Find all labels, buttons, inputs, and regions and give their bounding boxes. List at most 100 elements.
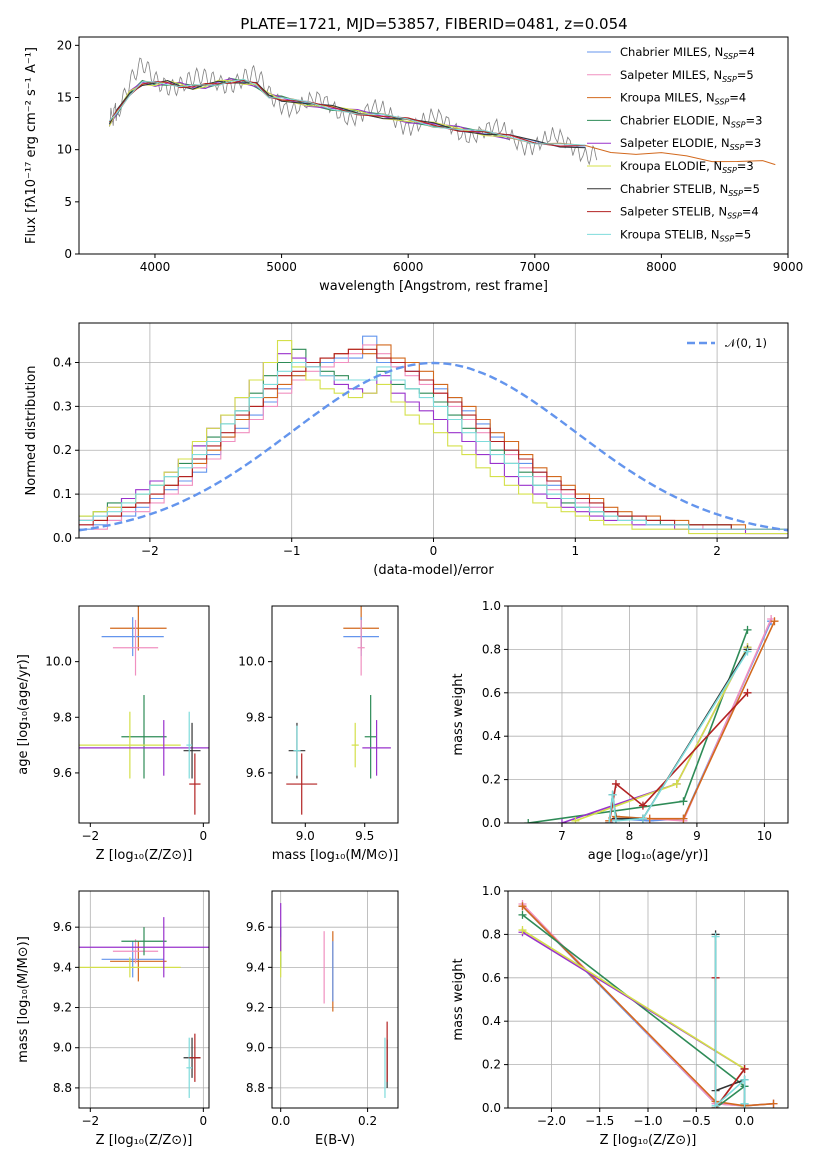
errorbar-point-0 [110,941,167,982]
weight-marker [740,1099,749,1108]
errorbar-point-2 [357,619,365,676]
errorbar-point-2 [112,619,159,676]
legend-label: Kroupa ELODIE, NSSP=3 [620,159,754,175]
x-tick-label: −1 [283,544,301,558]
panel-massweight_vs_age: 7 8 9 10 0.0 0.2 0.4 0.6 0.8 1.0 age [log₁₀(age/yr… [451,599,789,863]
y-tick-label: 1.0 [482,884,501,898]
y-tick-label: 8.8 [246,1081,265,1095]
errorbar-point-5 [362,720,391,776]
axes-frame [78,36,789,255]
panel-mass_vs_Z: −2 0 8.8 9.0 9.2 9.4 9.6 Z [log₁₀(Z/Z⊙)] mass [l… [16,890,210,1148]
histogram-step-7 [79,361,788,530]
y-tick-label: 0.4 [482,729,501,743]
x-tick-label: −1.0 [633,1114,662,1128]
legend-label: Salpeter MILES, NSSP=5 [620,68,754,84]
legend-label: Chabrier MILES, NSSP=4 [620,45,755,61]
y-tick-label: 0.0 [482,816,501,830]
y-tick-label: 9.4 [53,960,72,974]
weight-marker [605,819,614,823]
x-tick-label: 1 [571,544,579,558]
x-tick-label: 7 [558,829,566,843]
errorbar-point-3 [364,695,377,779]
y-tick-label: 9.2 [246,1001,265,1015]
weight-marker [679,814,688,823]
y-tick-label: 10 [57,143,72,157]
panel-age_vs_mass: 9.0 9.5 9.6 9.8 10.0 mass [log₁₀(M/M⊙)] [238,605,399,863]
x-tick-label: 9.5 [355,829,374,843]
y-tick-label: 9.8 [53,710,72,724]
y-tick-label: 9.6 [246,920,265,934]
plot-area [286,606,391,815]
x-axis-label: wavelength [Angstrom, rest frame] [319,279,548,294]
histogram-step-2 [79,344,788,530]
panel-spectrum: Chabrier MILES, NSSP=4 Salpeter MILES, NS… [24,36,803,294]
errorbar-point-8 [189,753,201,815]
axes-frame [271,605,399,824]
weight-marker [518,902,527,911]
legend-label: 𝒩(0, 1) [725,336,767,350]
plot-area [79,606,209,815]
x-axis-label: mass [log₁₀(M/M⊙)] [272,848,399,863]
panel-mass_vs_EBV: 0.0 0.2 8.8 9.0 9.2 9.4 9.6 E(B-V) [246,890,399,1148]
model-line-5 [108,79,510,138]
y-tick-label: 0 [64,247,72,261]
x-axis-label: (data-model)/error [373,563,494,578]
y-tick-label: 0.6 [482,971,501,985]
y-axis-label: Normed distribution [24,366,39,496]
x-tick-label: 8000 [646,260,677,274]
weight-marker [743,647,752,656]
y-tick-label: 0.2 [53,443,72,457]
x-tick-label: 7000 [520,260,551,274]
y-tick-label: 15 [57,91,72,105]
x-tick-label: 10 [757,829,772,843]
y-tick-label: 9.2 [53,1001,72,1015]
weight-line-3 [528,629,749,823]
plot-area [79,323,788,538]
y-tick-label: 0.4 [53,355,72,369]
model-line-4 [108,78,510,140]
panel-massweight_vs_Z: −2.0 −1.5 −1.0 −0.5 0.0 0.0 0.2 0.4 0.6 0.8 1.0 Z [… [451,884,789,1148]
y-axis-label: mass [log₁₀(M/M⊙)] [16,936,31,1063]
plot-area [272,891,398,1108]
model-line-3 [109,77,510,141]
normal-reference-curve [79,361,788,532]
errorbar-point-7 [186,1037,193,1098]
weight-line-8 [608,651,749,823]
y-tick-label: 9.4 [246,960,265,974]
x-axis-label: Z [log₁₀(Z/Z⊙)] [96,848,193,863]
axes-frame [271,890,399,1109]
y-tick-label: 0.4 [482,1014,501,1028]
y-tick-label: 9.0 [53,1041,72,1055]
errorbar-point-7 [293,725,301,776]
errorbar-point-1 [101,617,164,657]
y-tick-label: 5 [64,195,72,209]
weight-marker [672,779,681,788]
weight-marker [679,797,688,806]
x-axis-label: Z [log₁₀(Z/Z⊙)] [600,1133,697,1148]
x-tick-label: 9 [693,829,701,843]
plot-area [108,57,776,166]
legend-label: Kroupa MILES, NSSP=4 [620,91,746,107]
axes-frame [78,605,210,824]
x-tick-label: 8 [626,829,634,843]
legend: 𝒩(0, 1) [687,336,767,350]
x-tick-label: 4000 [140,260,171,274]
weight-line-8 [714,936,746,1108]
x-axis-label: Z [log₁₀(Z/Z⊙)] [96,1133,193,1148]
legend-label: Chabrier STELIB, NSSP=5 [620,182,760,198]
weight-marker [608,790,617,799]
weight-marker [711,1101,720,1108]
axes-frame [507,605,789,824]
errorbar-point-1 [101,941,164,978]
x-tick-label: 9.0 [296,829,315,843]
errorbar-point-3 [121,695,167,779]
errorbar-point-0 [110,606,167,651]
weight-marker [611,816,620,823]
x-tick-label: 0 [200,829,208,843]
x-tick-label: −2 [81,829,99,843]
panel-age_vs_Z: −2 0 9.6 9.8 10.0 Z [log₁₀(Z/Z⊙)] age [log₁₀(a… [16,605,210,863]
weight-marker [645,814,654,823]
legend-label: Salpeter ELODIE, NSSP=3 [620,136,761,152]
errorbar-point-7 [186,711,193,779]
